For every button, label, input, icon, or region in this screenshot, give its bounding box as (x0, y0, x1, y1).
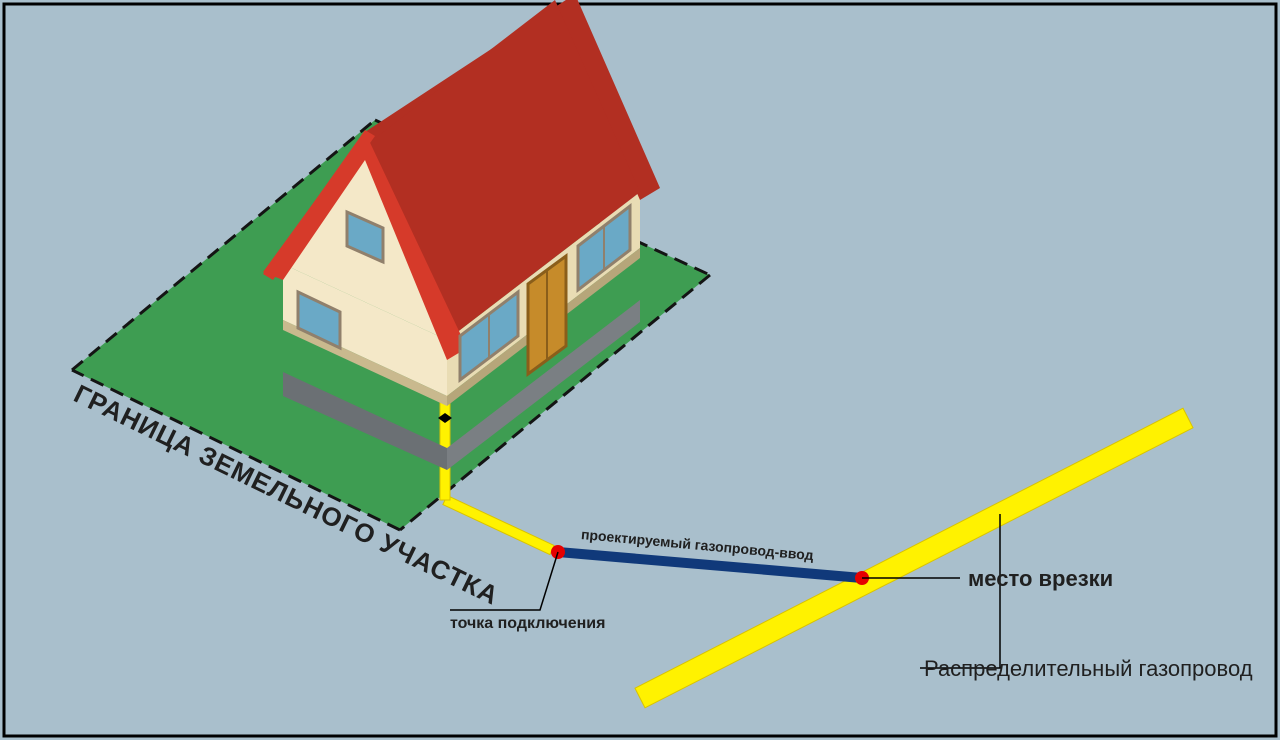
connection-point-label: точка подключения (450, 615, 605, 632)
distribution-main-label: Распределительный газопровод (924, 656, 1253, 681)
tie-in-label: место врезки (968, 566, 1113, 591)
diagram-canvas: ГРАНИЦА ЗЕМЕЛЬНОГО УЧАСТКАточка подключе… (0, 0, 1280, 740)
